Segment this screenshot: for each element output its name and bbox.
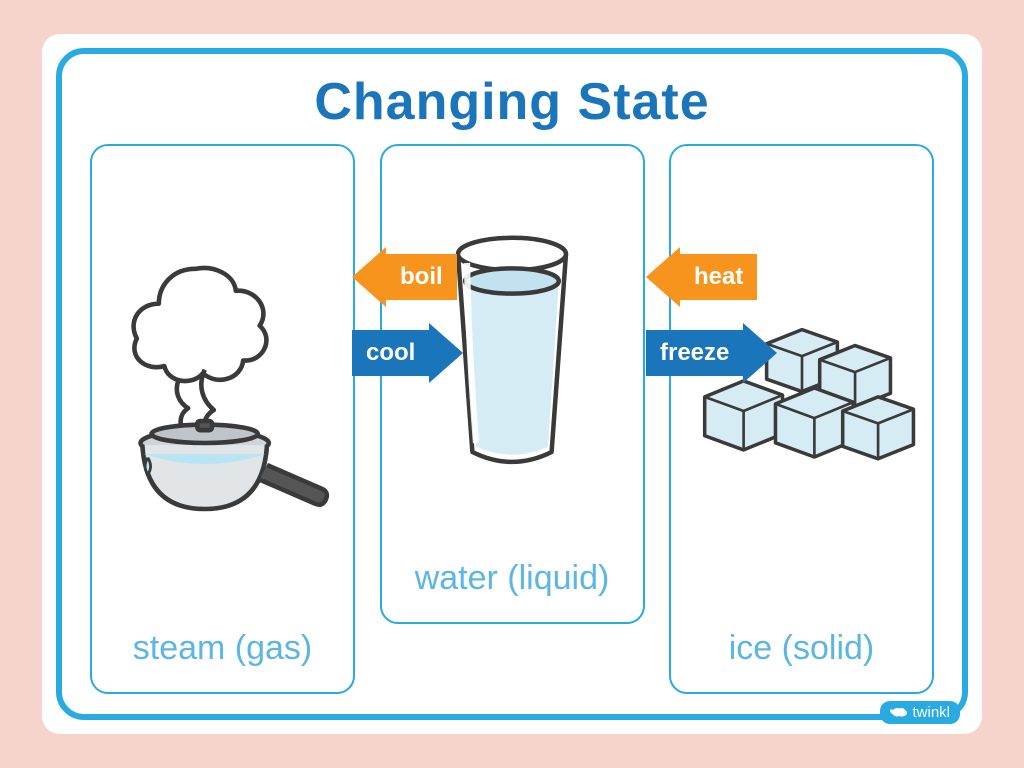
arrow-label-freeze: freeze (646, 330, 743, 376)
arrow-head-icon (429, 323, 463, 383)
panels-container: steam (gas) water (liquid) (90, 144, 934, 694)
arrow-head-icon (352, 247, 386, 307)
arrow-head-icon (743, 323, 777, 383)
arrow-heat: heat (646, 254, 757, 300)
arrow-layer: boil cool heat freeze (90, 144, 934, 694)
arrow-head-icon (646, 247, 680, 307)
poster: Changing State (42, 34, 982, 734)
arrow-freeze: freeze (646, 330, 777, 376)
arrow-label-cool: cool (352, 330, 429, 376)
watermark-badge: twinkl (880, 701, 960, 724)
arrow-cool: cool (352, 330, 463, 376)
arrow-boil: boil (352, 254, 457, 300)
arrow-label-boil: boil (386, 254, 457, 300)
watermark-text: twinkl (912, 704, 950, 721)
diagram-title: Changing State (90, 72, 934, 132)
arrow-label-heat: heat (680, 254, 757, 300)
inner-frame: Changing State (56, 48, 968, 720)
